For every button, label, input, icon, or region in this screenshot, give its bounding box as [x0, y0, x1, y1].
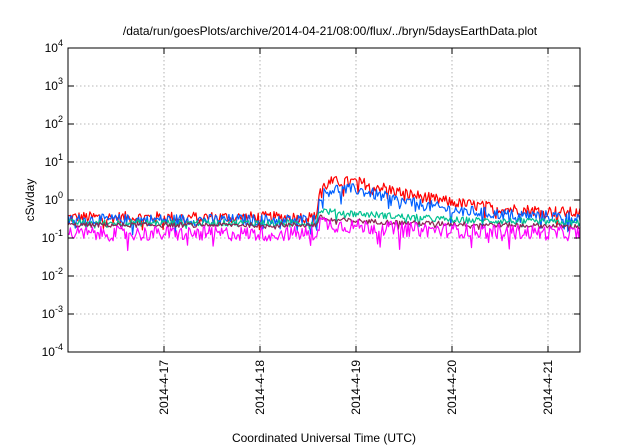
- grid-layer: [68, 48, 580, 352]
- series-layer: [67, 175, 581, 252]
- y-tick-label: 10-2: [42, 266, 63, 283]
- series-line-5: [67, 217, 581, 252]
- y-tick-label: 100: [45, 190, 63, 207]
- y-tick-label: 102: [45, 114, 63, 131]
- y-tick-label: 104: [45, 38, 63, 55]
- y-tick-label: 10-4: [42, 342, 63, 359]
- series-line-3: [67, 208, 581, 231]
- x-tick-label: 2014-4-20: [445, 360, 459, 415]
- x-axis-label: Coordinated Universal Time (UTC): [232, 431, 416, 445]
- y-tick-label: 103: [45, 76, 63, 93]
- x-tick-label: 2014-4-18: [253, 360, 267, 415]
- y-tick-label: 101: [45, 152, 63, 169]
- y-axis-label: cSv/day: [23, 179, 37, 222]
- x-tick-label: 2014-4-17: [157, 360, 171, 415]
- x-tick-label: 2014-4-21: [541, 360, 555, 415]
- y-tick-label: 10-1: [42, 228, 63, 245]
- x-tick-label: 2014-4-19: [349, 360, 363, 415]
- chart-title: /data/run/goesPlots/archive/2014-04-21/0…: [123, 24, 538, 38]
- y-tick-label: 10-3: [42, 304, 63, 321]
